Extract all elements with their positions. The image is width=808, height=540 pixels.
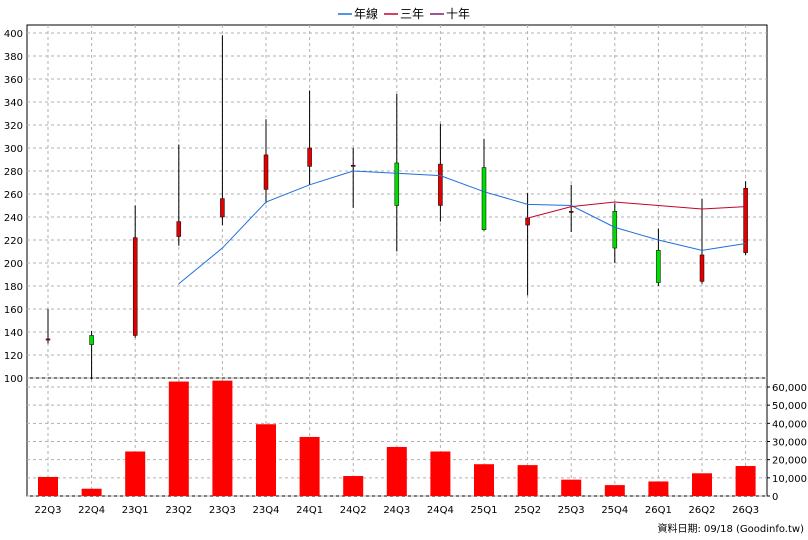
price-tick-label: 280 [4, 167, 23, 178]
x-tick-label: 25Q3 [558, 505, 585, 516]
price-tick-label: 120 [4, 351, 23, 362]
legend-label-yearly: 年線 [354, 6, 378, 21]
x-tick-label: 24Q3 [383, 505, 410, 516]
volume-bar [604, 485, 625, 496]
candle-body [525, 217, 530, 226]
legend: 年線 三年 十年 [338, 6, 470, 21]
volume-bar [343, 476, 364, 496]
volume-tick-label: 50,000 [772, 401, 807, 412]
price-tick-label: 340 [4, 98, 23, 109]
candle-body [656, 250, 661, 283]
volume-tick-label: 10,000 [772, 474, 807, 485]
volume-bar [474, 464, 494, 496]
volume-bars [38, 380, 756, 496]
candle-body [350, 165, 356, 167]
candlesticks [45, 35, 748, 380]
volume-tick-label: 40,000 [772, 419, 807, 430]
price-tick-label: 200 [4, 259, 23, 270]
candle-body [438, 163, 443, 206]
price-tick-label: 140 [4, 328, 23, 339]
x-tick-label: 25Q4 [601, 505, 628, 516]
price-axis: 100 120 140 160 180 200 220 240 260 280 300 320 340 3… [4, 29, 23, 385]
price-tick-label: 300 [4, 144, 23, 155]
volume-bar [81, 488, 102, 496]
volume-tick-label: 20,000 [772, 456, 807, 467]
volume-bar [212, 380, 233, 496]
candle-body [699, 254, 705, 282]
volume-bar [168, 381, 189, 496]
volume-bar [735, 466, 756, 496]
x-tick-label: 26Q2 [689, 505, 716, 516]
price-tick-label: 180 [4, 282, 23, 293]
x-tick-label: 23Q1 [122, 505, 149, 516]
x-tick-label: 24Q2 [340, 505, 367, 516]
x-tick-label: 24Q4 [427, 505, 454, 516]
candle-body [743, 188, 748, 253]
x-tick-label: 25Q1 [471, 505, 498, 516]
moving-average-lines [178, 170, 746, 285]
price-tick-label: 380 [4, 52, 23, 63]
candle-body [481, 167, 487, 230]
candle-body [568, 211, 574, 213]
legend-label-three-year: 三年 [400, 7, 424, 21]
price-tick-label: 220 [4, 236, 23, 247]
volume-bar [386, 446, 407, 496]
volume-tick-label: 60,000 [772, 383, 807, 394]
x-tick-label: 25Q2 [514, 505, 541, 516]
three-year-line [527, 201, 746, 219]
legend-label-ten-year: 十年 [446, 7, 470, 21]
candle-body [220, 198, 225, 218]
volume-bar [692, 473, 712, 496]
price-tick-label: 160 [4, 305, 23, 316]
volume-axis: 0 10,000 20,000 30,000 40,000 50,000 60,000 [767, 383, 807, 503]
candle-body [45, 338, 51, 341]
candle-body [612, 211, 618, 249]
volume-bar [299, 436, 320, 496]
price-tick-label: 260 [4, 190, 23, 201]
volume-bar [561, 479, 582, 496]
x-tick-label: 22Q4 [78, 505, 105, 516]
candle-body [263, 154, 269, 190]
x-tick-label: 22Q3 [35, 505, 62, 516]
x-axis: 22Q3 22Q4 23Q1 23Q2 23Q3 23Q4 24Q1 24Q2 24Q3 24Q4… [35, 505, 760, 516]
volume-tick-label: 0 [772, 492, 778, 503]
price-tick-label: 100 [4, 374, 23, 385]
price-tick-label: 320 [4, 121, 23, 132]
price-tick-label: 400 [4, 29, 23, 40]
volume-bar [38, 476, 58, 496]
x-tick-label: 24Q1 [296, 505, 323, 516]
candle-body [89, 335, 94, 345]
volume-bar [256, 424, 276, 496]
x-tick-label: 23Q4 [253, 505, 280, 516]
price-tick-label: 360 [4, 75, 23, 86]
candle-body [307, 147, 312, 167]
candle-body [176, 221, 182, 237]
volume-bar [430, 451, 451, 496]
volume-bar [648, 481, 669, 496]
volume-tick-label: 30,000 [772, 438, 807, 449]
candle-body [394, 162, 400, 206]
candle-body [132, 237, 138, 336]
price-tick-label: 240 [4, 213, 23, 224]
x-tick-label: 23Q2 [165, 505, 192, 516]
x-tick-label: 26Q3 [732, 505, 759, 516]
x-tick-label: 23Q3 [209, 505, 236, 516]
yearly-line [178, 170, 746, 285]
volume-bar [517, 465, 538, 496]
volume-bar [125, 451, 146, 496]
source-label: 資料日期: 09/18 (Goodinfo.tw) [657, 522, 804, 535]
x-tick-label: 26Q1 [645, 505, 672, 516]
